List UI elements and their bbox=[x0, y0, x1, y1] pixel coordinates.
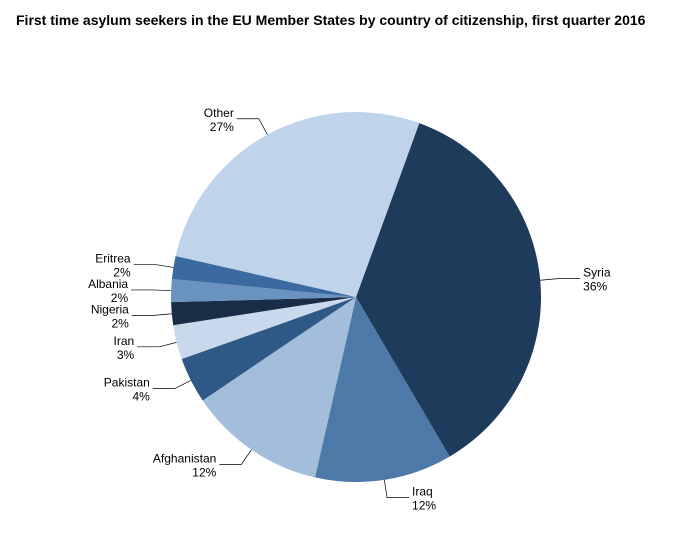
slice-percent: 36% bbox=[583, 280, 607, 294]
slice-percent: 27% bbox=[210, 120, 234, 134]
slice-label: Pakistan bbox=[104, 376, 150, 390]
label-leader bbox=[540, 279, 580, 281]
slice-percent: 2% bbox=[111, 316, 129, 330]
slice-percent: 4% bbox=[132, 390, 150, 404]
slice-label: Syria bbox=[583, 266, 611, 280]
label-leader bbox=[237, 119, 268, 135]
pie-chart: Syria36%Iraq12%Afghanistan12%Pakistan4%I… bbox=[16, 32, 676, 532]
slice-label: Iran bbox=[114, 334, 135, 348]
label-leader bbox=[131, 290, 171, 291]
label-leader bbox=[384, 480, 409, 498]
label-leader bbox=[219, 450, 251, 465]
slice-label: Afghanistan bbox=[153, 451, 216, 465]
slice-percent: 12% bbox=[412, 499, 436, 513]
label-leader bbox=[153, 380, 191, 388]
label-leader bbox=[137, 342, 176, 346]
slice-percent: 12% bbox=[192, 465, 216, 479]
slice-percent: 2% bbox=[111, 291, 129, 305]
pie-svg: Syria36%Iraq12%Afghanistan12%Pakistan4%I… bbox=[16, 32, 676, 532]
slice-percent: 2% bbox=[113, 266, 131, 280]
slice-label: Iraq bbox=[412, 485, 433, 499]
chart-title: First time asylum seekers in the EU Memb… bbox=[16, 12, 678, 28]
label-leader bbox=[134, 265, 174, 268]
slice-label: Eritrea bbox=[95, 252, 131, 266]
label-leader bbox=[132, 314, 172, 316]
slice-percent: 3% bbox=[117, 348, 135, 362]
slice-label: Other bbox=[204, 106, 234, 120]
